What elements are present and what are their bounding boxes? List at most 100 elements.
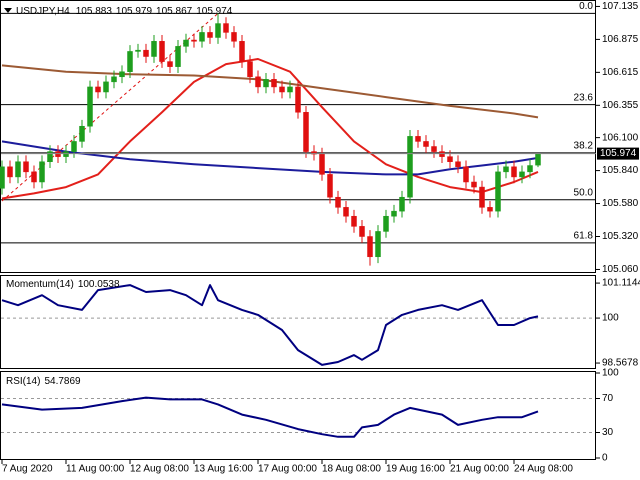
indicator-name: RSI(14) [6, 376, 40, 387]
candle-body [223, 23, 229, 33]
candle-body [79, 125, 85, 142]
candle-body [207, 32, 213, 38]
y-tick-label: 106.875 [602, 34, 639, 45]
candle-body [535, 153, 541, 166]
candle-body [23, 161, 29, 173]
momentum-panel-frame [0, 275, 596, 369]
y-tick-label: 105.320 [602, 231, 639, 242]
indicator-name: Momentum(14) [6, 279, 74, 290]
x-tick-label: 12 Aug 08:00 [130, 464, 189, 475]
candle-body [71, 141, 77, 152]
y-tick-label: 100 [602, 313, 619, 324]
candle-body [143, 49, 149, 57]
candle-body [87, 86, 93, 127]
candle-body [327, 174, 333, 198]
candle-body [191, 39, 197, 42]
y-tick-label: 106.615 [602, 67, 639, 78]
candle-body [471, 181, 477, 188]
x-tick-label: 24 Aug 08:00 [514, 464, 573, 475]
indicator-title: Momentum(14) 100.0538 [6, 279, 120, 290]
candle-body [463, 166, 469, 183]
y-tick-label: 106.100 [602, 132, 639, 143]
collapse-icon[interactable] [4, 8, 12, 13]
candle-body [431, 146, 437, 152]
current-price-label: 105.974 [600, 148, 637, 159]
candle-body [503, 166, 509, 173]
open-value: 105.883 [76, 6, 113, 17]
y-tick-label: 98.5678 [602, 358, 639, 369]
x-tick-label: 18 Aug 08:00 [322, 464, 381, 475]
indicator-line [1, 396, 539, 438]
fib-level-label: 38.2 [574, 140, 594, 151]
candle-body [495, 171, 501, 212]
candle-body [215, 23, 221, 38]
candle-body [167, 61, 173, 67]
candle-body [511, 166, 517, 178]
candle-body [199, 32, 205, 42]
y-tick-label: 101.1144 [602, 278, 640, 289]
low-value: 105.867 [156, 6, 193, 17]
candle-body [175, 46, 181, 67]
x-tick-label: 13 Aug 16:00 [194, 464, 253, 475]
moving-average [1, 140, 539, 176]
y-tick-label: 0 [602, 453, 608, 464]
candle-body [255, 76, 261, 88]
candle-body [159, 41, 165, 62]
candle-body [311, 151, 317, 155]
candle-body [239, 41, 245, 62]
y-tick-label: 106.355 [602, 100, 639, 111]
fib-level-label: 50.0 [574, 187, 594, 198]
candle-body [55, 151, 61, 157]
candle-body [47, 151, 53, 162]
fib-level-label: 0.0 [579, 1, 593, 12]
candle-body [487, 207, 493, 212]
candle-body [39, 161, 45, 183]
close-value: 105.974 [196, 6, 233, 17]
candle-body [527, 165, 533, 173]
y-tick-label: 105.060 [602, 264, 639, 275]
candle-body [455, 161, 461, 168]
candle-body [423, 141, 429, 147]
candle-body [263, 79, 269, 88]
indicator-value: 54.7869 [44, 376, 81, 387]
indicator-title: RSI(14) 54.7869 [6, 376, 81, 387]
chart-header: USDJPY,H4 105.883 105.979 105.867 105.974 [16, 6, 233, 17]
candle-body [447, 156, 453, 162]
candle-body [415, 136, 421, 142]
main-panel-frame [0, 0, 596, 273]
y-tick-label: 70 [602, 393, 614, 404]
candle-body [231, 32, 237, 42]
rsi-panel-frame [0, 371, 596, 460]
candle-body [351, 215, 357, 227]
candle-body [63, 151, 69, 157]
indicator-value: 100.0538 [78, 279, 120, 290]
candle-body [7, 166, 13, 178]
y-tick-label: 100 [602, 368, 619, 379]
fib-level-label: 23.6 [574, 92, 594, 103]
candle-body [439, 151, 445, 157]
candle-body [407, 136, 413, 198]
x-tick-label: 7 Aug 2020 [2, 464, 53, 475]
x-tick-label: 19 Aug 16:00 [386, 464, 445, 475]
candle-body [247, 61, 253, 78]
candle-body [279, 86, 285, 93]
candle-body [303, 112, 309, 152]
y-tick-label: 30 [602, 427, 614, 438]
candle-body [151, 41, 157, 57]
candle-body [383, 215, 389, 232]
candle-body [367, 236, 373, 258]
y-tick-label: 105.840 [602, 165, 639, 176]
chart-title: USDJPY,H4 [16, 6, 70, 17]
current-price-box [597, 147, 639, 160]
candle-body [335, 196, 341, 208]
candle-body [111, 76, 117, 83]
moving-average [1, 58, 539, 200]
y-tick-label: 105.580 [602, 198, 639, 209]
fib-level-label: 61.8 [574, 230, 594, 241]
candle-body [399, 196, 405, 212]
candle-body [287, 86, 293, 93]
candle-body [183, 39, 189, 47]
